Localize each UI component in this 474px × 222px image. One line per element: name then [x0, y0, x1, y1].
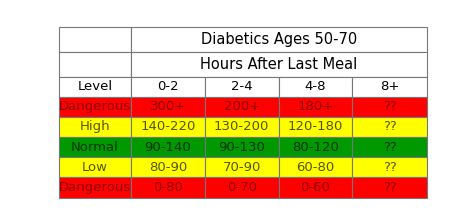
Text: 120-180: 120-180	[288, 120, 343, 133]
Bar	[59, 27, 131, 52]
Bar	[205, 157, 279, 177]
Bar	[205, 77, 279, 97]
Bar	[131, 157, 205, 177]
Text: 0-80: 0-80	[153, 181, 183, 194]
Bar	[205, 117, 279, 137]
Text: 90-130: 90-130	[218, 141, 265, 154]
Bar	[131, 177, 205, 198]
Bar	[131, 52, 427, 77]
Bar	[131, 27, 427, 52]
Bar	[131, 77, 205, 97]
Bar	[131, 137, 205, 157]
Text: 0-70: 0-70	[227, 181, 256, 194]
Text: 0-2: 0-2	[157, 80, 179, 93]
Text: Normal: Normal	[71, 141, 119, 154]
Bar	[352, 157, 427, 177]
Text: 80-90: 80-90	[149, 161, 187, 174]
Text: ??: ??	[383, 141, 396, 154]
Bar	[279, 117, 352, 137]
Bar	[59, 117, 131, 137]
Text: Level: Level	[78, 80, 113, 93]
Bar	[205, 137, 279, 157]
Bar	[352, 177, 427, 198]
Bar	[59, 157, 131, 177]
Text: 130-200: 130-200	[214, 120, 269, 133]
Bar	[59, 177, 131, 198]
Text: 70-90: 70-90	[222, 161, 261, 174]
Bar	[279, 137, 352, 157]
Text: 80-120: 80-120	[292, 141, 339, 154]
Text: 60-80: 60-80	[296, 161, 335, 174]
Bar	[131, 117, 205, 137]
Text: ??: ??	[383, 120, 396, 133]
Text: 4-8: 4-8	[305, 80, 326, 93]
Text: 140-220: 140-220	[140, 120, 195, 133]
Text: 90-140: 90-140	[145, 141, 191, 154]
Text: High: High	[80, 120, 110, 133]
Text: Diabetics Ages 50-70: Diabetics Ages 50-70	[201, 32, 357, 47]
Text: ??: ??	[383, 161, 396, 174]
Bar	[352, 137, 427, 157]
Bar	[59, 52, 131, 77]
Text: 8+: 8+	[380, 80, 399, 93]
Text: ??: ??	[383, 181, 396, 194]
Bar	[59, 97, 131, 117]
Text: 0-60: 0-60	[301, 181, 330, 194]
Bar	[352, 117, 427, 137]
Bar	[59, 77, 131, 97]
Text: Low: Low	[82, 161, 108, 174]
Text: 2-4: 2-4	[231, 80, 253, 93]
Bar	[352, 77, 427, 97]
Text: Hours After Last Meal: Hours After Last Meal	[200, 57, 357, 72]
Bar	[279, 97, 352, 117]
Text: 200+: 200+	[224, 100, 260, 113]
Bar	[131, 97, 205, 117]
Bar	[279, 177, 352, 198]
Text: ??: ??	[383, 100, 396, 113]
Text: 300+: 300+	[150, 100, 186, 113]
Text: 180+: 180+	[297, 100, 334, 113]
Text: Dangerous: Dangerous	[59, 100, 131, 113]
Bar	[279, 157, 352, 177]
Text: Dangerous: Dangerous	[59, 181, 131, 194]
Bar	[352, 97, 427, 117]
Bar	[279, 77, 352, 97]
Bar	[205, 97, 279, 117]
Bar	[59, 137, 131, 157]
Bar	[205, 177, 279, 198]
